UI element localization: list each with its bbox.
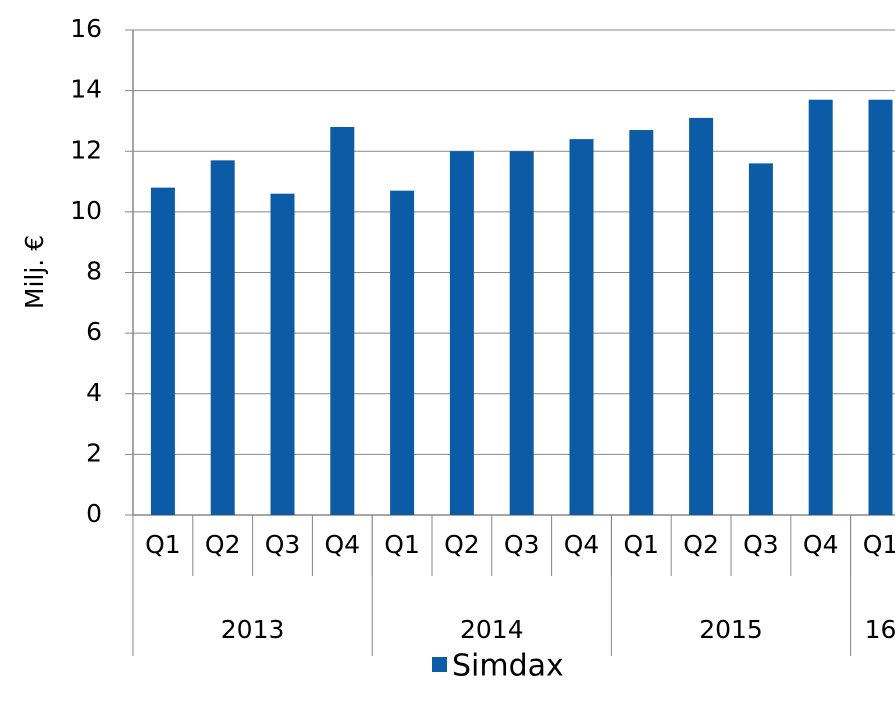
- bar: [270, 193, 295, 515]
- x-tick-label: Q3: [743, 530, 779, 559]
- bar: [689, 117, 714, 515]
- x-tick-label: Q1: [384, 530, 420, 559]
- y-tick-label: 16: [70, 14, 102, 43]
- group-label: 2013: [221, 615, 285, 644]
- x-tick-label: Q3: [265, 530, 301, 559]
- x-tick-label: Q1: [145, 530, 181, 559]
- group-label: 2015: [699, 615, 763, 644]
- x-tick-label: Q4: [564, 530, 600, 559]
- y-tick-label: 12: [70, 135, 102, 164]
- bar: [629, 130, 654, 515]
- x-tick-label: Q2: [683, 530, 719, 559]
- x-tick-label: Q4: [325, 530, 361, 559]
- y-tick-label: 0: [86, 499, 102, 528]
- bar: [569, 139, 594, 515]
- bar: [210, 160, 235, 515]
- y-tick-label: 4: [86, 378, 102, 407]
- bar: [330, 127, 355, 515]
- bar: [150, 187, 175, 515]
- bar: [748, 163, 773, 515]
- bar: [868, 99, 893, 515]
- bar: [509, 151, 534, 515]
- y-tick-label: 2: [86, 438, 102, 467]
- x-tick-label: Q3: [504, 530, 540, 559]
- y-axis-label: Milj. €: [20, 235, 49, 309]
- x-tick-label: Q1: [624, 530, 660, 559]
- y-tick-label: 6: [86, 317, 102, 346]
- x-tick-label: Q4: [803, 530, 839, 559]
- legend-swatch: [432, 657, 447, 672]
- group-label: 16: [865, 615, 895, 644]
- bar: [808, 99, 833, 515]
- y-tick-label: 8: [86, 257, 102, 286]
- x-tick-label: Q1: [863, 530, 895, 559]
- bar: [390, 190, 415, 515]
- x-tick-label: Q2: [205, 530, 241, 559]
- legend-label: Simdax: [452, 649, 564, 684]
- y-tick-label: 14: [70, 75, 102, 104]
- x-tick-label: Q2: [444, 530, 480, 559]
- bar: [449, 151, 474, 515]
- group-label: 2014: [460, 615, 524, 644]
- y-tick-label: 10: [70, 196, 102, 225]
